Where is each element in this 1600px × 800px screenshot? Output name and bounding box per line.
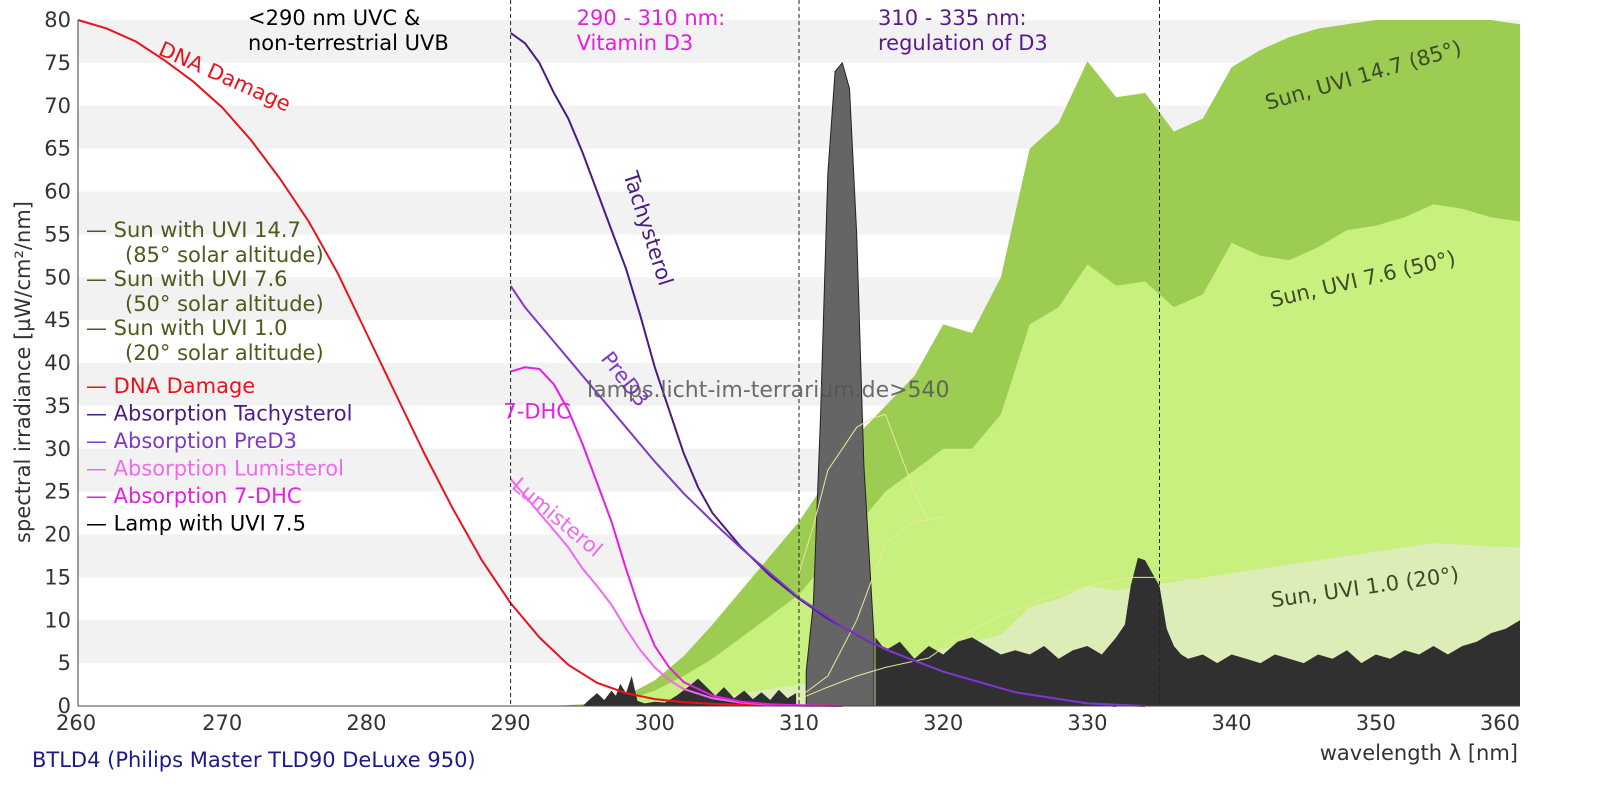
sun-and-lamp-areas xyxy=(553,20,1520,707)
absorption-curves xyxy=(77,19,1232,707)
region-label-d3: 290 - 310 nm: xyxy=(577,6,726,30)
y-tick-label: 40 xyxy=(44,351,71,375)
y-tick-label: 5 xyxy=(58,651,71,675)
area-lamp-peak xyxy=(805,61,875,707)
legend-item: — Absorption PreD3 xyxy=(86,429,297,453)
legend-item: — DNA Damage xyxy=(86,374,255,398)
y-tick-label: 80 xyxy=(44,8,71,32)
legend: — Sun with UVI 14.7(85° solar altitude)—… xyxy=(86,218,352,536)
y-tick-label: 55 xyxy=(44,222,71,246)
line-lamp-relative-2 xyxy=(798,516,944,698)
x-tick-label: 340 xyxy=(1212,711,1252,735)
legend-item: — Absorption 7-DHC xyxy=(86,484,302,508)
region-dividers xyxy=(510,0,1160,706)
y-tick-label: 15 xyxy=(44,565,71,589)
y-tick-label: 75 xyxy=(44,51,71,75)
region-labels: <290 nm UVC &non-terrestrial UVB 290 - 31… xyxy=(248,6,1048,55)
region-label-reg: 310 - 335 nm: xyxy=(878,6,1027,30)
line-lamp-relative-1 xyxy=(798,413,930,574)
x-tick-label: 260 xyxy=(56,711,96,735)
legend-item: — Absorption Lumisterol xyxy=(86,457,344,481)
watermark: lamps.licht-im-terrarium.de>540 xyxy=(587,378,950,403)
region-label-uvc: non-terrestrial UVB xyxy=(248,31,449,55)
y-tick-label: 70 xyxy=(44,94,71,118)
y-tick-label: 30 xyxy=(44,437,71,461)
x-tick-label: 300 xyxy=(635,711,675,735)
y-tick-label: 20 xyxy=(44,523,71,547)
line-lamp-relative-3 xyxy=(798,576,1232,700)
line-7-dhc xyxy=(510,366,843,707)
region-label-uvc: <290 nm UVC & xyxy=(248,6,420,30)
region-label-reg: regulation of D3 xyxy=(878,31,1048,55)
legend-item-sub: (50° solar altitude) xyxy=(125,292,324,316)
legend-item-sub: (20° solar altitude) xyxy=(125,341,324,365)
legend-item: — Lamp with UVI 7.5 xyxy=(86,512,306,536)
legend-item: — Sun with UVI 14.7 xyxy=(86,218,301,242)
x-tick-label: 310 xyxy=(779,711,819,735)
line-dna-damage xyxy=(77,19,843,707)
y-tick-label: 0 xyxy=(58,694,71,718)
x-tick-label: 350 xyxy=(1356,711,1396,735)
y-tick-label: 10 xyxy=(44,608,71,632)
y-tick-label: 25 xyxy=(44,480,71,504)
y-axis-label: spectral irradiance [µW/cm²/nm] xyxy=(11,201,35,543)
legend-item: — Absorption Tachysterol xyxy=(86,402,352,426)
x-tick-label: 280 xyxy=(346,711,386,735)
y-tick-label: 50 xyxy=(44,265,71,289)
axes xyxy=(77,20,1520,707)
x-tick-labels: 260 270 280 290 300 310 320 330 340 350 360 xyxy=(56,711,1520,735)
line-lumisterol xyxy=(509,478,814,707)
x-axis-label: wavelength λ [nm] xyxy=(1320,741,1518,765)
legend-item-sub: (85° solar altitude) xyxy=(125,243,324,267)
y-tick-label: 60 xyxy=(44,180,71,204)
region-label-d3: Vitamin D3 xyxy=(577,31,694,55)
x-tick-label: 360 xyxy=(1480,711,1520,735)
x-tick-label: 270 xyxy=(202,711,242,735)
footer-lamp-name: BTLD4 (Philips Master TLD90 DeLuxe 950) xyxy=(32,748,476,772)
x-tick-label: 290 xyxy=(491,711,531,735)
area-lamp-high xyxy=(875,557,1520,706)
x-tick-label: 320 xyxy=(923,711,963,735)
line-pred3 xyxy=(509,285,1146,707)
y-tick-label: 35 xyxy=(44,394,71,418)
y-tick-label: 45 xyxy=(44,308,71,332)
y-tick-label: 65 xyxy=(44,137,71,161)
x-tick-label: 330 xyxy=(1067,711,1107,735)
legend-item: — Sun with UVI 1.0 xyxy=(86,316,288,340)
curve-label-dhc: 7-DHC xyxy=(503,400,571,424)
legend-item: — Sun with UVI 7.6 xyxy=(86,267,288,291)
y-tick-labels: 0 5 10 15 20 25 30 35 40 45 50 55 60 65 70 75 80 xyxy=(44,8,71,718)
